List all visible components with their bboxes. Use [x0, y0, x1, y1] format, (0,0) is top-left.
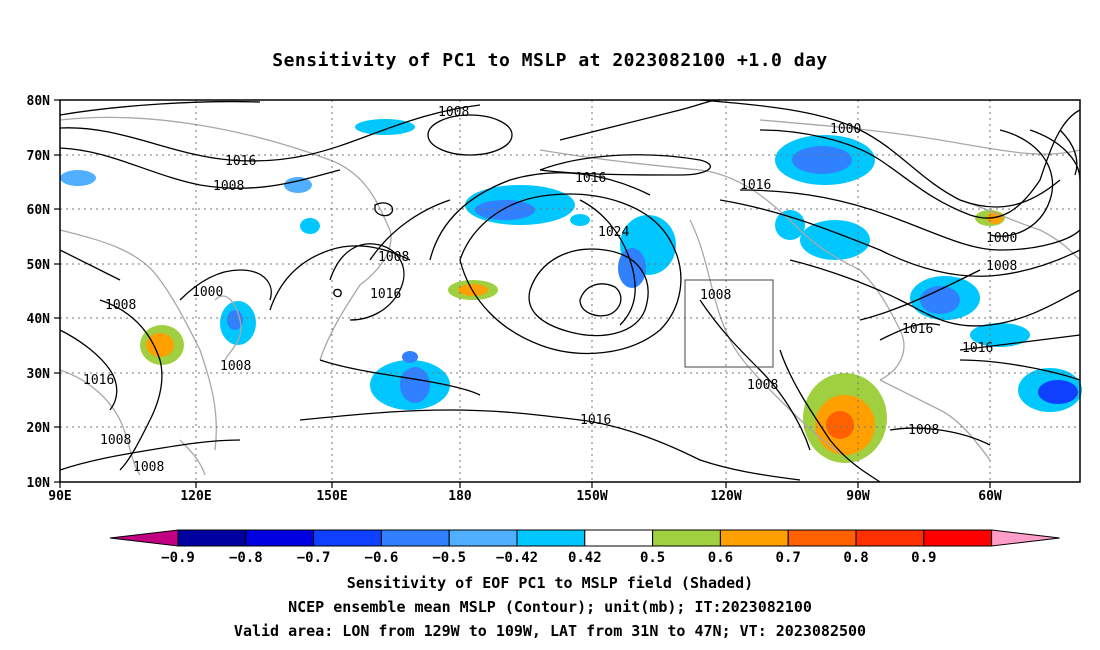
lon-tick: 150W: [576, 489, 607, 504]
shade-blob: [570, 214, 590, 226]
lon-tick: 120W: [710, 489, 741, 504]
sensitivity-shading: [60, 119, 1082, 463]
map-panel: 1008 1016 1008 1008 1016 1024 1000 1016 …: [27, 94, 1082, 504]
contour-label: 1008: [378, 250, 409, 265]
contour-label: 1008: [105, 298, 136, 313]
contour-labels: 1008 1016 1008 1008 1016 1024 1000 1016 …: [83, 105, 1017, 475]
lon-tick-labels: 90E 120E 150E 180 150W 120W 90W 60W: [48, 489, 1002, 504]
contour-label: 1008: [213, 179, 244, 194]
contour-label: 1000: [986, 231, 1017, 246]
caption-line-1: Sensitivity of EOF PC1 to MSLP field (Sh…: [346, 574, 754, 592]
colorbar-label: 0.5: [640, 550, 665, 566]
colorbar-segment: [448, 529, 518, 547]
lat-tick: 10N: [27, 476, 51, 491]
contour-label: 1016: [575, 171, 606, 186]
contour-label: 1016: [740, 178, 771, 193]
shade-blob: [970, 323, 1030, 347]
shade-blob: [1038, 380, 1078, 404]
lon-tick: 90E: [48, 489, 71, 504]
colorbar-under-triangle: [109, 529, 179, 547]
shade-blob: [60, 170, 96, 186]
shade-blob: [284, 177, 312, 193]
colorbar-label: −0.42: [496, 550, 538, 566]
lat-tick: 30N: [27, 367, 51, 382]
colorbar: −0.9 −0.8 −0.7 −0.6 −0.5 −0.42 0.42 0.5 0.6 0.7 0.…: [109, 529, 1060, 566]
lat-tick: 70N: [27, 149, 51, 164]
shade-blob: [458, 284, 488, 296]
colorbar-segment: [855, 529, 925, 547]
shade-blob: [920, 286, 960, 314]
contour-label: 1016: [225, 154, 256, 169]
lat-tick-labels: 80N 70N 60N 50N 40N 30N 20N 10N: [27, 94, 51, 491]
contour-label: 1016: [370, 287, 401, 302]
colorbar-label: −0.9: [161, 550, 195, 566]
colorbar-label: −0.5: [432, 550, 466, 566]
shade-blob: [400, 367, 430, 403]
colorbar-label: 0.9: [911, 550, 936, 566]
contour-label: 1008: [747, 378, 778, 393]
colorbar-segment: [245, 529, 315, 547]
shade-blob: [475, 200, 535, 220]
lon-tick: 90W: [846, 489, 870, 504]
colorbar-segment: [787, 529, 857, 547]
colorbar-label: −0.8: [229, 550, 263, 566]
contour-label: 1008: [438, 105, 469, 120]
colorbar-segment: [380, 529, 450, 547]
lat-tick: 50N: [27, 258, 51, 273]
colorbar-segment: [923, 529, 993, 547]
shade-blob: [146, 333, 174, 357]
contour-label: 1024: [598, 225, 629, 240]
shade-blob: [355, 119, 415, 135]
contour-label: 1008: [220, 359, 251, 374]
colorbar-segment: [177, 529, 247, 547]
colorbar-label: −0.7: [297, 550, 331, 566]
contour-label: 1016: [962, 341, 993, 356]
shade-blob: [826, 411, 854, 439]
colorbar-segment: [584, 529, 654, 547]
colorbar-over-triangle: [991, 529, 1060, 547]
lat-tick: 80N: [27, 94, 51, 109]
contour-label: 1008: [908, 423, 939, 438]
colorbar-label: 0.6: [708, 550, 733, 566]
contour-label: 1016: [902, 322, 933, 337]
lat-tick: 60N: [27, 203, 51, 218]
colorbar-segment: [516, 529, 586, 547]
shade-blob: [402, 351, 418, 363]
colorbar-segment: [652, 529, 721, 547]
lon-tick: 150E: [316, 489, 347, 504]
colorbar-label: 0.8: [843, 550, 868, 566]
shade-blob: [300, 218, 320, 234]
colorbar-segment: [719, 529, 789, 547]
lon-tick: 180: [448, 489, 472, 504]
colorbar-label: 0.42: [568, 550, 602, 566]
contour-label: 1008: [700, 288, 731, 303]
colorbar-label: −0.6: [365, 550, 399, 566]
axis-ticks: [54, 99, 991, 488]
contour-label: 1008: [100, 433, 131, 448]
contour-label: 1016: [580, 413, 611, 428]
shade-blob: [800, 220, 870, 260]
map-frame: [59, 99, 1081, 483]
lon-tick: 120E: [180, 489, 211, 504]
contour-label: 1008: [986, 259, 1017, 274]
lat-tick: 20N: [27, 421, 51, 436]
graticule: [60, 100, 1080, 482]
contour-label: 1016: [83, 373, 114, 388]
lon-tick: 60W: [978, 489, 1002, 504]
map-title: Sensitivity of PC1 to MSLP at 2023082100…: [272, 50, 828, 71]
contour-label: 1000: [830, 122, 861, 137]
mslp-contours: [59, 99, 1081, 483]
colorbar-label: 0.7: [776, 550, 801, 566]
colorbar-segment: [313, 529, 382, 547]
lat-tick: 40N: [27, 312, 51, 327]
contour-label: 1008: [133, 460, 164, 475]
contour-label: 1000: [192, 285, 223, 300]
caption-line-3: Valid area: LON from 129W to 109W, LAT f…: [233, 622, 867, 640]
shade-blob: [792, 146, 852, 174]
valid-area-box: [684, 279, 774, 368]
caption-line-2: NCEP ensemble mean MSLP (Contour); unit(…: [288, 598, 812, 616]
shade-blob: [775, 210, 805, 240]
